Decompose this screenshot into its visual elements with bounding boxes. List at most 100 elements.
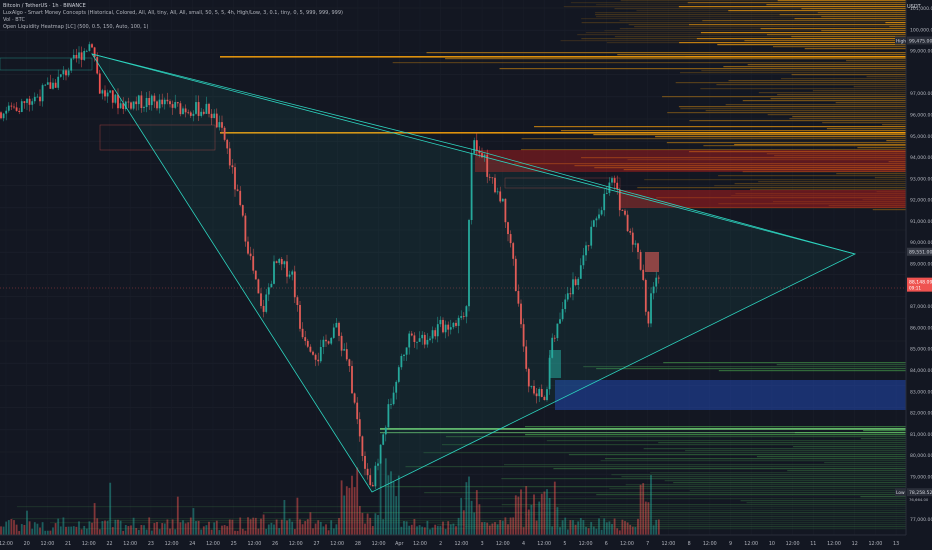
volume-bar bbox=[400, 526, 403, 535]
price-tick-label: 82,000.00 bbox=[910, 411, 932, 417]
candle-body bbox=[325, 339, 327, 342]
symbol-title[interactable]: Bitcoin / TetherUS · 1h · BINANCE bbox=[3, 3, 86, 9]
heat-bar bbox=[524, 426, 906, 428]
currency-label[interactable]: USDT bbox=[907, 4, 921, 10]
candle-body bbox=[145, 97, 148, 108]
time-tick-label: 12:00 bbox=[703, 541, 717, 547]
heat-bar bbox=[585, 32, 906, 34]
current-price-bg bbox=[907, 277, 932, 292]
candle-body bbox=[197, 102, 200, 116]
indicator-heatmap[interactable]: Open Liquidity Heatmap [LC] (500, 0.5, 1… bbox=[3, 24, 149, 30]
time-axis-panel[interactable] bbox=[0, 535, 932, 550]
volume-bar bbox=[62, 517, 65, 535]
chart-legend[interactable]: Bitcoin / TetherUS · 1h · BINANCE LuxAlg… bbox=[3, 3, 343, 31]
candle-body bbox=[475, 140, 478, 151]
triangle-drawing[interactable] bbox=[91, 53, 857, 493]
volume-bar bbox=[104, 520, 106, 535]
candle-body bbox=[579, 265, 582, 279]
candle-body bbox=[590, 226, 593, 246]
candle-body bbox=[642, 269, 645, 280]
heat-bar bbox=[604, 30, 906, 32]
volume-bar bbox=[572, 520, 574, 535]
volume-bar bbox=[574, 524, 577, 535]
heat-bar bbox=[426, 52, 906, 54]
volume-bar bbox=[127, 526, 130, 535]
heat-bar bbox=[554, 510, 906, 512]
candle-body bbox=[153, 95, 156, 102]
candle-body bbox=[488, 176, 491, 178]
volume-bar bbox=[260, 518, 262, 535]
volume-bar bbox=[166, 519, 169, 535]
heat-bar bbox=[611, 474, 906, 476]
volume-bar bbox=[452, 523, 455, 535]
candle-body bbox=[546, 389, 548, 401]
candle-body bbox=[577, 278, 580, 286]
heat-bar bbox=[620, 0, 906, 2]
candle-body bbox=[491, 177, 494, 179]
volume-bar bbox=[15, 524, 18, 535]
indicator-volume[interactable]: Vol · BTC bbox=[3, 17, 25, 23]
heat-bar bbox=[766, 153, 906, 155]
candle-body bbox=[208, 103, 210, 114]
volume-bar bbox=[481, 522, 483, 535]
volume-bar bbox=[109, 482, 112, 535]
candle-body bbox=[278, 259, 281, 263]
candle-body bbox=[501, 198, 504, 202]
volume-bar bbox=[241, 528, 244, 535]
volume-bar bbox=[548, 497, 551, 535]
volume-bar bbox=[527, 509, 530, 535]
time-tick-label: 12:00 bbox=[82, 541, 96, 547]
candle-body bbox=[465, 306, 468, 317]
volume-bar bbox=[455, 526, 457, 535]
volume-bar bbox=[137, 530, 140, 535]
volume-bar bbox=[460, 497, 463, 535]
volume-bar bbox=[634, 527, 637, 535]
candle-body bbox=[135, 101, 138, 105]
candle-body bbox=[377, 463, 379, 466]
heat-line bbox=[220, 56, 906, 58]
time-tick-label: 26 bbox=[272, 541, 278, 547]
volume-bar bbox=[145, 529, 148, 535]
volume-bar bbox=[551, 526, 554, 535]
indicator-smc[interactable]: LuxAlgo - Smart Money Concepts (Historic… bbox=[3, 10, 343, 16]
heat-bar bbox=[700, 88, 906, 90]
high-tag: High bbox=[896, 38, 906, 44]
candle-body bbox=[618, 189, 621, 211]
candle-body bbox=[26, 98, 28, 103]
heat-bar bbox=[789, 118, 906, 120]
volume-bar bbox=[468, 476, 470, 535]
candle-body bbox=[49, 82, 52, 89]
volume-bar bbox=[561, 520, 564, 535]
candle-body bbox=[132, 101, 135, 109]
candle-body bbox=[548, 357, 551, 390]
triangle-shape bbox=[91, 53, 857, 493]
volume-bar bbox=[101, 521, 104, 535]
volume-bar bbox=[444, 529, 447, 535]
candle-body bbox=[223, 127, 226, 140]
volume-bar bbox=[314, 523, 317, 535]
volume-bar bbox=[348, 487, 351, 535]
volume-bar bbox=[655, 519, 658, 535]
time-tick-label: 12:00 bbox=[206, 541, 220, 547]
time-tick-label: 4 bbox=[522, 541, 525, 547]
candle-body bbox=[447, 324, 450, 330]
price-tick-label: 86,000.00 bbox=[910, 325, 932, 331]
price-axis-panel[interactable] bbox=[906, 0, 932, 535]
candle-body bbox=[5, 110, 8, 114]
candle-body bbox=[15, 107, 18, 111]
heat-line bbox=[380, 432, 906, 434]
volume-bar bbox=[483, 522, 486, 535]
heat-bar bbox=[49, 522, 907, 524]
volume-bar bbox=[421, 526, 424, 535]
volume-bar bbox=[33, 522, 36, 535]
volume-bar bbox=[317, 520, 320, 535]
candle-body bbox=[418, 338, 421, 342]
heat-bar bbox=[777, 94, 906, 96]
volume-bar bbox=[611, 523, 613, 535]
candle-body bbox=[286, 261, 288, 277]
candle-body bbox=[57, 76, 60, 88]
candle-body bbox=[452, 322, 455, 328]
heat-bar bbox=[812, 90, 906, 92]
heat-bar bbox=[766, 4, 906, 6]
